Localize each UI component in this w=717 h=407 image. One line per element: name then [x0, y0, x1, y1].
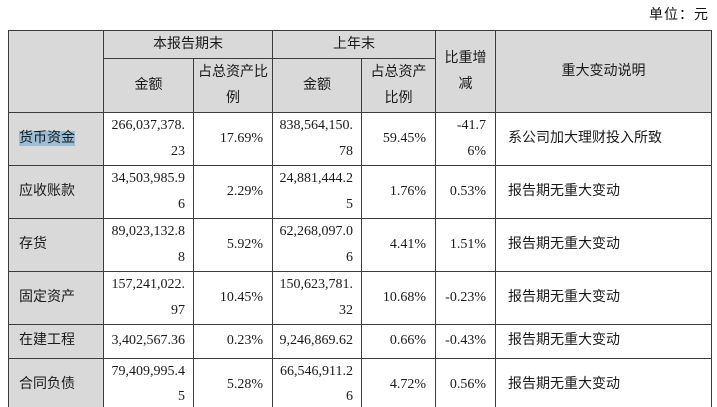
current-amount: 79,409,995.45 — [103, 357, 194, 407]
change-note: 报告期无重大变动 — [495, 270, 712, 325]
change-note: 报告期无重大变动 — [495, 357, 712, 407]
prior-amount: 24,881,444.25 — [272, 165, 362, 219]
table-row: 在建工程 3,402,567.36 0.23% 9,246,869.62 0.66% -0… — [8, 323, 712, 359]
prior-amount: 66,546,911.26 — [272, 357, 362, 407]
table-row: 固定资产 157,241,022.97 10.45% 150,623,781.32 10… — [8, 270, 712, 325]
pct-change: -41.76% — [435, 112, 496, 166]
change-note: 系公司加大理财投入所致 — [495, 112, 712, 166]
current-amount: 157,241,022.97 — [103, 270, 194, 325]
row-label: 存货 — [8, 218, 104, 272]
pct-change: 0.53% — [435, 165, 496, 219]
header-empty-cell — [8, 30, 104, 113]
header-row-metrics: 金额 占总资产比例 金额 占总资产比例 — [9, 58, 712, 113]
current-amount: 3,402,567.36 — [103, 323, 194, 359]
row-label: 固定资产 — [8, 270, 104, 325]
current-pct: 0.23% — [193, 323, 273, 359]
header-prior-period: 上年末 — [272, 30, 436, 59]
prior-amount: 838,564,150.78 — [272, 112, 362, 166]
pct-change: -0.43% — [435, 323, 496, 359]
header-amount-current: 金额 — [103, 58, 194, 113]
current-amount: 266,037,378.23 — [103, 112, 194, 166]
table-row: 存货 89,023,132.88 5.92% 62,268,097.06 4.41% 1.… — [8, 218, 712, 272]
header-current-period: 本报告期末 — [103, 30, 273, 59]
unit-label: 单位：元 — [649, 8, 709, 23]
current-pct: 17.69% — [193, 112, 273, 166]
prior-pct: 4.41% — [361, 218, 436, 272]
selected-text-highlight: 货币资金 — [19, 131, 75, 147]
prior-amount: 9,246,869.62 — [272, 323, 362, 359]
row-label: 货币资金 — [8, 112, 104, 166]
header-pct-current: 占总资产比例 — [193, 58, 273, 113]
change-note: 报告期无重大变动 — [495, 323, 712, 359]
prior-amount: 150,623,781.32 — [272, 270, 362, 325]
change-note: 报告期无重大变动 — [495, 218, 712, 272]
current-pct: 5.92% — [193, 218, 273, 272]
row-label: 在建工程 — [8, 323, 104, 359]
table-row: 应收账款 34,503,985.96 2.29% 24,881,444.25 1.76%… — [8, 165, 712, 219]
current-pct: 10.45% — [193, 270, 273, 325]
row-label: 应收账款 — [8, 165, 104, 219]
prior-pct: 1.76% — [361, 165, 436, 219]
header-pct-change: 比重增减 — [435, 30, 496, 113]
current-pct: 2.29% — [193, 165, 273, 219]
current-amount: 89,023,132.88 — [103, 218, 194, 272]
prior-pct: 59.45% — [361, 112, 436, 166]
assets-table: 本报告期末 上年末 比重增减 重大变动说明 金额 占总资产比例 金额 占总资产比… — [8, 30, 712, 407]
pct-change: 0.56% — [435, 357, 496, 407]
prior-pct: 10.68% — [361, 270, 436, 325]
header-pct-prior: 占总资产比例 — [361, 58, 436, 113]
prior-pct: 4.72% — [361, 357, 436, 407]
header-amount-prior: 金额 — [272, 58, 362, 113]
pct-change: 1.51% — [435, 218, 496, 272]
pct-change: -0.23% — [435, 270, 496, 325]
current-pct: 5.28% — [193, 357, 273, 407]
header-explanation: 重大变动说明 — [495, 30, 712, 113]
table-row: 货币资金 266,037,378.23 17.69% 838,564,150.78 59… — [8, 112, 712, 166]
table-row: 合同负债 79,409,995.45 5.28% 66,546,911.26 4.72%… — [8, 357, 712, 407]
prior-amount: 62,268,097.06 — [272, 218, 362, 272]
prior-pct: 0.66% — [361, 323, 436, 359]
current-amount: 34,503,985.96 — [103, 165, 194, 219]
change-note: 报告期无重大变动 — [495, 165, 712, 219]
row-label: 合同负债 — [8, 357, 104, 407]
header-row-periods: 本报告期末 上年末 比重增减 重大变动说明 — [8, 30, 712, 113]
